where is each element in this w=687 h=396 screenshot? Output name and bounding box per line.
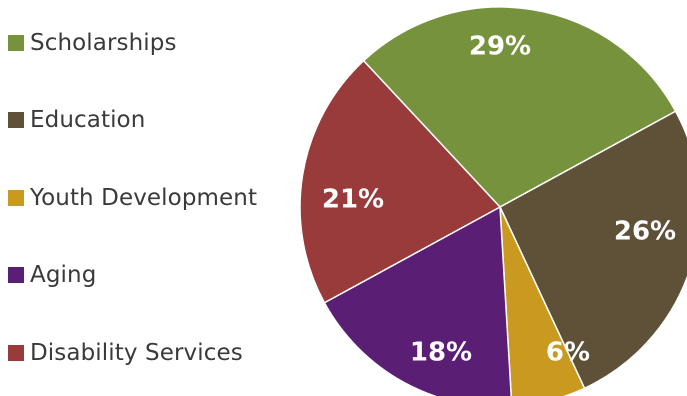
legend-label-youth-development: Youth Development <box>30 185 258 211</box>
pie-slice-label-aging: 18% <box>410 338 472 368</box>
pie-slice-disability-services <box>299 59 502 304</box>
pie-slices <box>299 6 687 396</box>
legend-item-scholarships: Scholarships <box>8 28 177 58</box>
pie-slice-label-disability-services: 21% <box>322 185 384 215</box>
pie-slice-label-youth-development: 6% <box>546 338 590 368</box>
legend-label-scholarships: Scholarships <box>30 30 177 56</box>
pie-slice-aging <box>323 205 512 396</box>
legend-label-aging: Aging <box>30 262 97 288</box>
legend-swatch-disability-services <box>8 345 24 361</box>
pie-slice-label-education: 26% <box>614 217 676 247</box>
legend-item-youth-development: Youth Development <box>8 183 257 213</box>
legend-swatch-education <box>8 112 24 128</box>
legend-swatch-youth-development <box>8 190 24 206</box>
pie-slice-education <box>499 110 687 390</box>
legend-item-education: Education <box>8 105 145 135</box>
legend-swatch-aging <box>8 267 24 283</box>
pie-slice-youth-development <box>499 206 586 396</box>
legend-label-education: Education <box>30 107 146 133</box>
pie-slice-label-scholarships: 29% <box>469 32 531 62</box>
pie-slice-labels: 29% 26% 6% 18% 21% <box>322 32 676 368</box>
legend-swatch-scholarships <box>8 35 24 51</box>
legend-item-disability-services: Disability Services <box>8 338 243 368</box>
pie-slice-scholarships <box>362 6 677 208</box>
legend-item-aging: Aging <box>8 260 96 290</box>
legend-label-disability-services: Disability Services <box>30 340 243 366</box>
